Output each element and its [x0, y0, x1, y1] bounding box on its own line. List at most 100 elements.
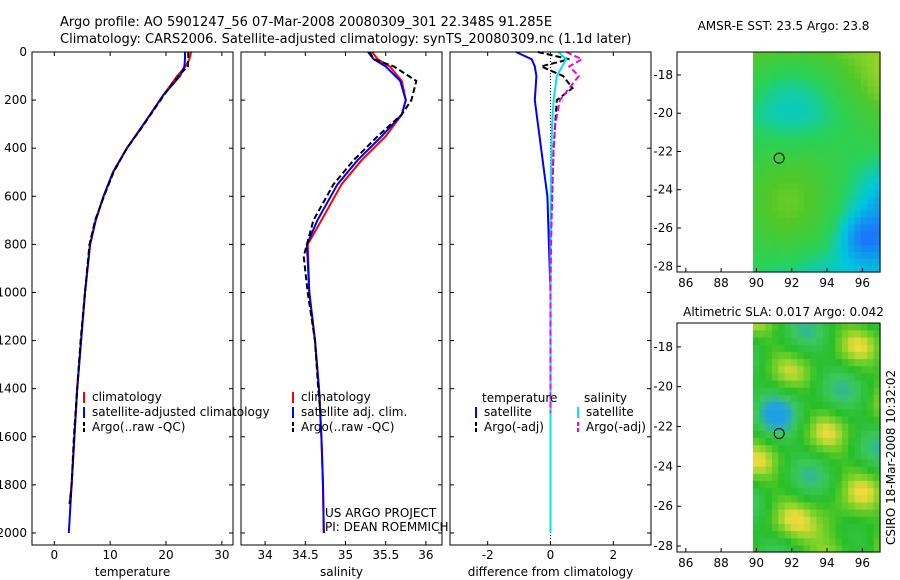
- x-axis-label: salinity: [320, 565, 363, 579]
- heatmap-cell: [765, 52, 773, 60]
- heatmap-cell: [778, 351, 786, 360]
- heatmap-cell: [867, 537, 875, 546]
- heatmap-cell: [867, 86, 875, 94]
- heatmap-cell: [835, 372, 843, 381]
- heatmap-cell: [822, 544, 830, 553]
- heatmap-cell: [803, 323, 811, 331]
- heatmap-cell: [810, 79, 818, 87]
- heatmap-cell: [803, 530, 811, 539]
- heatmap-cell: [841, 72, 849, 80]
- heatmap-cell: [835, 401, 843, 410]
- heatmap-cell: [860, 415, 868, 424]
- heatmap-cell: [816, 544, 824, 553]
- heatmap-cell: [797, 258, 805, 266]
- heatmap-cell: [829, 223, 837, 232]
- heatmap-cell: [765, 92, 773, 101]
- heatmap-cell: [854, 161, 862, 170]
- heatmap-cell: [873, 148, 881, 156]
- heatmap-cell: [848, 430, 856, 438]
- heatmap-cell: [854, 92, 862, 101]
- heatmap-cell: [784, 372, 792, 381]
- heatmap-cell: [810, 237, 818, 246]
- heatmap-cell: [803, 458, 811, 467]
- heatmap-cell: [816, 394, 824, 403]
- heatmap-cell: [778, 92, 786, 101]
- heatmap-cell: [867, 516, 875, 524]
- heatmap-cell: [752, 223, 760, 232]
- heatmap-cell: [873, 237, 881, 246]
- heatmap-cell: [867, 223, 875, 232]
- heatmap-cell: [860, 387, 868, 395]
- heatmap-cell: [778, 401, 786, 410]
- heatmap-cell: [752, 251, 760, 259]
- heatmap-cell: [810, 65, 818, 73]
- heatmap-cell: [778, 344, 786, 352]
- heatmap-cell: [772, 92, 779, 101]
- heatmap-cell: [867, 365, 875, 374]
- heatmap-cell: [765, 473, 773, 481]
- heatmap-cell: [759, 258, 767, 266]
- heatmap-cell: [797, 244, 805, 252]
- heatmap-cell: [784, 380, 792, 388]
- heatmap-cell: [816, 387, 824, 395]
- heatmap-cell: [797, 451, 805, 460]
- heatmap-cell: [873, 79, 881, 87]
- series-line: [549, 51, 568, 533]
- heatmap-cell: [759, 203, 767, 211]
- heatmap-cell: [784, 203, 792, 211]
- heatmap-cell: [835, 458, 843, 467]
- heatmap-cell: [854, 437, 862, 446]
- heatmap-cell: [873, 52, 881, 60]
- heatmap-cell: [778, 501, 786, 510]
- heatmap-cell: [784, 127, 792, 135]
- heatmap-cell: [765, 127, 773, 135]
- heatmap-cell: [829, 473, 837, 481]
- heatmap-cell: [873, 329, 881, 338]
- heatmap-cell: [816, 344, 824, 352]
- heatmap-cell: [772, 230, 779, 239]
- heatmap-cell: [816, 106, 824, 115]
- heatmap-cell: [841, 437, 849, 446]
- heatmap-cell: [829, 530, 837, 539]
- heatmap-cell: [765, 415, 773, 424]
- heatmap-cell: [835, 210, 843, 218]
- heatmap-cell: [860, 466, 868, 474]
- y-tick-label: 600: [4, 189, 27, 203]
- heatmap-cell: [835, 423, 843, 431]
- heatmap-cell: [835, 394, 843, 403]
- heatmap-cell: [759, 161, 767, 170]
- heatmap-cell: [797, 437, 805, 446]
- heatmap-cell: [784, 530, 792, 539]
- y-tick-label: -20: [653, 106, 673, 120]
- heatmap-cell: [765, 323, 773, 331]
- heatmap-cell: [867, 394, 875, 403]
- heatmap-cell: [784, 480, 792, 489]
- heatmap-cell: [854, 216, 862, 225]
- heatmap-cell: [791, 216, 798, 225]
- heatmap-cell: [759, 99, 767, 108]
- heatmap-cell: [860, 437, 868, 446]
- heatmap-cell: [867, 358, 875, 367]
- heatmap-cell: [810, 423, 818, 431]
- heatmap-cell: [867, 210, 875, 218]
- heatmap-cell: [810, 537, 818, 546]
- heatmap-cell: [791, 196, 798, 204]
- heatmap-cell: [772, 265, 779, 273]
- heatmap-cell: [810, 203, 818, 211]
- heatmap-cell: [803, 127, 811, 135]
- heatmap-cell: [752, 175, 760, 184]
- heatmap-cell: [829, 210, 837, 218]
- x-tick-label: 20: [158, 548, 173, 562]
- heatmap-cell: [841, 161, 849, 170]
- heatmap-cell: [822, 203, 830, 211]
- heatmap-cell: [784, 134, 792, 142]
- heatmap-cell: [752, 161, 760, 170]
- heatmap-cell: [810, 244, 818, 252]
- x-tick-label: 0: [51, 548, 59, 562]
- heatmap-cell: [841, 175, 849, 184]
- heatmap-cell: [778, 99, 786, 108]
- y-tick-label: 200: [4, 93, 27, 107]
- heatmap-cell: [848, 58, 856, 66]
- heatmap-cell: [835, 487, 843, 496]
- heatmap-cell: [810, 161, 818, 170]
